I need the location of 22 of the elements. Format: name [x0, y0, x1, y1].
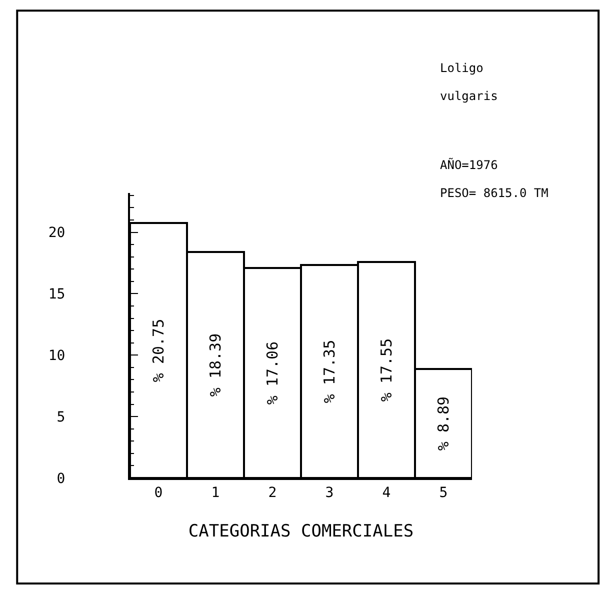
- y-tick-label: 0: [56, 470, 66, 487]
- x-tick-label: 3: [325, 484, 334, 501]
- y-tick-label: 15: [48, 286, 66, 303]
- x-tick-label: 1: [211, 484, 220, 501]
- data-label: % 17.55: [378, 338, 396, 402]
- data-label: % 18.39: [206, 333, 224, 397]
- x-tick-label: 4: [382, 484, 391, 501]
- text: vulgaris: [440, 89, 498, 103]
- x-tick-label: 5: [439, 484, 448, 501]
- text: Loligo: [440, 61, 484, 75]
- x-tick-label: 2: [268, 484, 277, 501]
- text: AÑO=1976: [440, 157, 498, 172]
- x-tick-label: 0: [154, 484, 163, 501]
- y-tick-label: 5: [56, 409, 66, 426]
- x-axis-title: CATEGORIAS COMERCIALES: [188, 522, 414, 542]
- data-label: % 20.75: [150, 318, 168, 382]
- annotation: PESO= 8615.0 TM: [440, 186, 548, 200]
- data-label: % 17.35: [320, 340, 338, 404]
- data-label: % 8.89: [434, 396, 452, 451]
- y-tick-label: 20: [48, 225, 66, 242]
- data-label: % 17.06: [264, 341, 282, 405]
- y-tick-label: 10: [48, 348, 66, 364]
